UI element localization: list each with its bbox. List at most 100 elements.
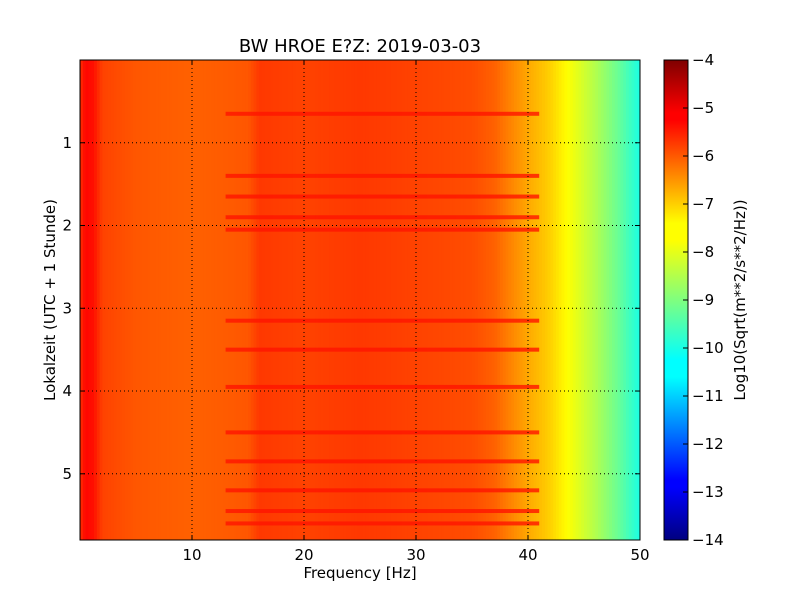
heatmap-cell xyxy=(113,60,117,540)
heatmap-cell xyxy=(119,60,123,540)
y-axis-label: Lokalzeit (UTC + 1 Stunde) xyxy=(41,199,59,401)
heatmap-cell xyxy=(626,60,630,540)
heatmap-cell xyxy=(203,60,207,540)
heatmap-cell xyxy=(242,60,246,540)
heatmap-cell xyxy=(376,60,381,540)
heatmap-cell xyxy=(491,60,495,540)
heatmap-cell xyxy=(164,60,168,540)
heatmap-cell xyxy=(505,60,509,540)
heatmap-cell xyxy=(147,60,151,540)
heatmap-cell xyxy=(295,60,299,540)
heatmap-cell xyxy=(516,60,521,540)
heatmap-cell xyxy=(80,60,84,540)
heatmap-cell xyxy=(91,60,95,540)
heatmap-cell xyxy=(502,60,507,540)
time-band xyxy=(225,430,540,435)
heatmap-cell xyxy=(133,60,137,540)
heatmap-cell xyxy=(323,60,327,540)
heatmap-cell xyxy=(379,60,383,540)
heatmap-cell xyxy=(264,60,269,540)
heatmap-cell xyxy=(430,60,434,540)
time-band xyxy=(225,227,540,232)
heatmap-cell xyxy=(318,60,322,540)
heatmap-cell xyxy=(105,60,109,540)
heatmap-cell xyxy=(208,60,213,540)
heatmap-cell xyxy=(600,60,605,540)
heatmap-cell xyxy=(614,60,619,540)
heatmap-cell xyxy=(603,60,607,540)
heatmap-cell xyxy=(96,60,101,540)
heatmap-cell xyxy=(189,60,193,540)
heatmap-cell xyxy=(94,60,98,540)
heatmap-cell xyxy=(637,60,640,540)
heatmap-cell xyxy=(245,60,249,540)
spectrogram-heatmap xyxy=(80,60,640,540)
heatmap-cell xyxy=(360,60,364,540)
heatmap-cell xyxy=(144,60,148,540)
heatmap-cell xyxy=(427,60,431,540)
heatmap-cell xyxy=(564,60,568,540)
heatmap-cell xyxy=(402,60,406,540)
heatmap-cell xyxy=(298,60,302,540)
heatmap-cell xyxy=(362,60,367,540)
heatmap-cell xyxy=(231,60,235,540)
time-band xyxy=(225,194,540,199)
time-band xyxy=(225,173,540,178)
heatmap-cell xyxy=(155,60,159,540)
y-axis-ticks: 1 2 3 4 5 xyxy=(62,134,640,483)
heatmap-cell xyxy=(259,60,263,540)
heatmap-cell xyxy=(178,60,182,540)
heatmap-cell xyxy=(424,60,428,540)
heatmap-cell xyxy=(306,60,311,540)
heatmap-cell xyxy=(284,60,288,540)
heatmap-cell xyxy=(348,60,353,540)
heatmap-cell xyxy=(399,60,403,540)
heatmap-cell xyxy=(334,60,339,540)
heatmap-cell xyxy=(584,60,588,540)
y-tick-label: 5 xyxy=(62,465,72,483)
heatmap-cell xyxy=(262,60,266,540)
time-band xyxy=(225,509,540,514)
heatmap-cell xyxy=(234,60,238,540)
heatmap-cell xyxy=(124,60,129,540)
heatmap-cell xyxy=(413,60,417,540)
heatmap-cell xyxy=(469,60,473,540)
heatmap-cell xyxy=(214,60,218,540)
heatmap-cell xyxy=(444,60,448,540)
heatmap-cell xyxy=(158,60,162,540)
heatmap-cell xyxy=(519,60,523,540)
heatmap-cell xyxy=(570,60,574,540)
heatmap-cell xyxy=(575,60,579,540)
heatmap-cell xyxy=(108,60,112,540)
heatmap-cell xyxy=(460,60,465,540)
heatmap-cell xyxy=(351,60,355,540)
heatmap-cell xyxy=(393,60,397,540)
heatmap-cell xyxy=(511,60,515,540)
heatmap-cell xyxy=(175,60,179,540)
colorbar-tick-label: −12 xyxy=(692,435,724,453)
heatmap-cell xyxy=(222,60,227,540)
heatmap-cell xyxy=(486,60,490,540)
heatmap-cell xyxy=(480,60,484,540)
heatmap-cell xyxy=(472,60,476,540)
heatmap-cell xyxy=(558,60,563,540)
heatmap-cell xyxy=(110,60,115,540)
heatmap-cell xyxy=(220,60,224,540)
heatmap-cell xyxy=(536,60,540,540)
heatmap-cell xyxy=(278,60,283,540)
heatmap-cell xyxy=(309,60,313,540)
heatmap-cell xyxy=(99,60,103,540)
colorbar-tick-label: −4 xyxy=(692,51,714,69)
time-band xyxy=(225,384,540,389)
heatmap-cell xyxy=(589,60,593,540)
heatmap-cell xyxy=(572,60,577,540)
heatmap-cell xyxy=(617,60,621,540)
heatmap-cell xyxy=(432,60,437,540)
heatmap-cell xyxy=(270,60,274,540)
heatmap-cell xyxy=(136,60,140,540)
heatmap-cell xyxy=(304,60,308,540)
heatmap-cell xyxy=(418,60,423,540)
time-band xyxy=(225,488,540,493)
heatmap-cell xyxy=(152,60,157,540)
heatmap-cell xyxy=(248,60,252,540)
